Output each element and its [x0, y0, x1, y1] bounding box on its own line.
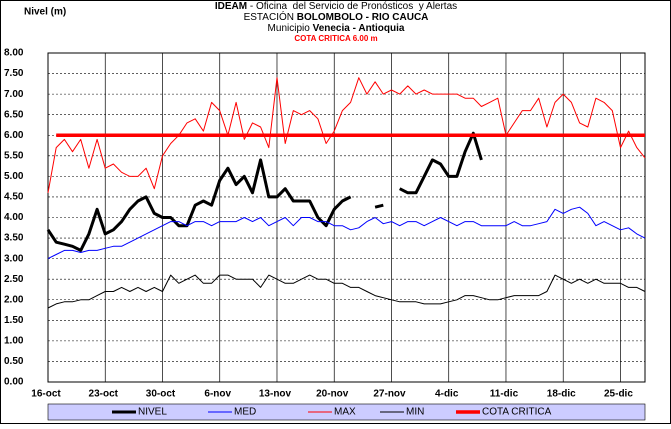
y-tick-label: 2.50 [4, 274, 24, 285]
legend-label: COTA CRITICA [482, 407, 552, 418]
y-tick-label: 5.50 [4, 150, 24, 161]
x-tick-label: 4-dic [435, 389, 459, 400]
x-tick-label: 18-dic [547, 389, 576, 400]
x-tick-label: 27-nov [373, 389, 406, 400]
y-tick-label: 4.00 [4, 212, 24, 223]
series-line [47, 206, 646, 260]
y-tick-label: 6.50 [4, 109, 24, 120]
y-tick-label: 4.50 [4, 192, 24, 203]
x-tick-label: 20-nov [316, 389, 349, 400]
y-tick-label: 2.00 [4, 294, 24, 305]
y-tick-label: 8.00 [4, 48, 24, 59]
series-line [46, 131, 483, 252]
y-tick-label: 1.50 [4, 315, 24, 326]
x-tick-label: 11-dic [490, 389, 519, 400]
x-tick-label: 25-dic [604, 389, 633, 400]
y-tick-label: 1.00 [4, 336, 24, 347]
y-tick-label: 0.00 [4, 377, 24, 388]
x-tick-label: 16-oct [31, 389, 61, 400]
legend-label: MIN [406, 407, 424, 418]
y-tick-label: 3.50 [4, 233, 24, 244]
title-part: BOLOMBOLO - RIO CAUCA [297, 12, 429, 23]
title-part: Venecia - Antioquia [313, 23, 405, 34]
chart-title-line: IDEAM - Oficina del Servicio de Pronósti… [215, 1, 457, 12]
y-tick-label: 7.00 [4, 89, 24, 100]
legend-label: NIVEL [138, 407, 167, 418]
chart-title-line: Municipio Venecia - Antioquia [268, 23, 405, 34]
x-tick-label: 23-oct [89, 389, 119, 400]
legend-label: MAX [334, 407, 356, 418]
legend-label: MED [234, 407, 256, 418]
y-tick-label: 3.00 [4, 253, 24, 264]
x-tick-label: 30-oct [146, 389, 176, 400]
series-line [47, 77, 646, 193]
chart-title-line: ESTACIÓN BOLOMBOLO - RIO CAUCA [244, 10, 429, 23]
title-part: IDEAM [215, 1, 247, 12]
chart-title-line: COTA CRITICA 6.00 m [294, 34, 377, 43]
x-tick-label: 13-nov [259, 389, 292, 400]
x-tick-label: 6-nov [204, 389, 231, 400]
y-tick-label: 5.00 [4, 171, 24, 182]
title-part: ESTACIÓN [244, 10, 297, 23]
y-axis-label: Nivel (m) [24, 7, 66, 18]
series-line [47, 274, 646, 309]
title-part: - Oficina del Servicio de Pronósticos y … [247, 1, 457, 12]
y-tick-label: 7.50 [4, 68, 24, 79]
y-tick-label: 6.00 [4, 130, 24, 141]
title-part: COTA CRITICA 6.00 m [294, 34, 377, 43]
title-part: Municipio [268, 23, 313, 34]
legend [47, 403, 646, 421]
y-tick-label: 0.50 [4, 356, 24, 367]
